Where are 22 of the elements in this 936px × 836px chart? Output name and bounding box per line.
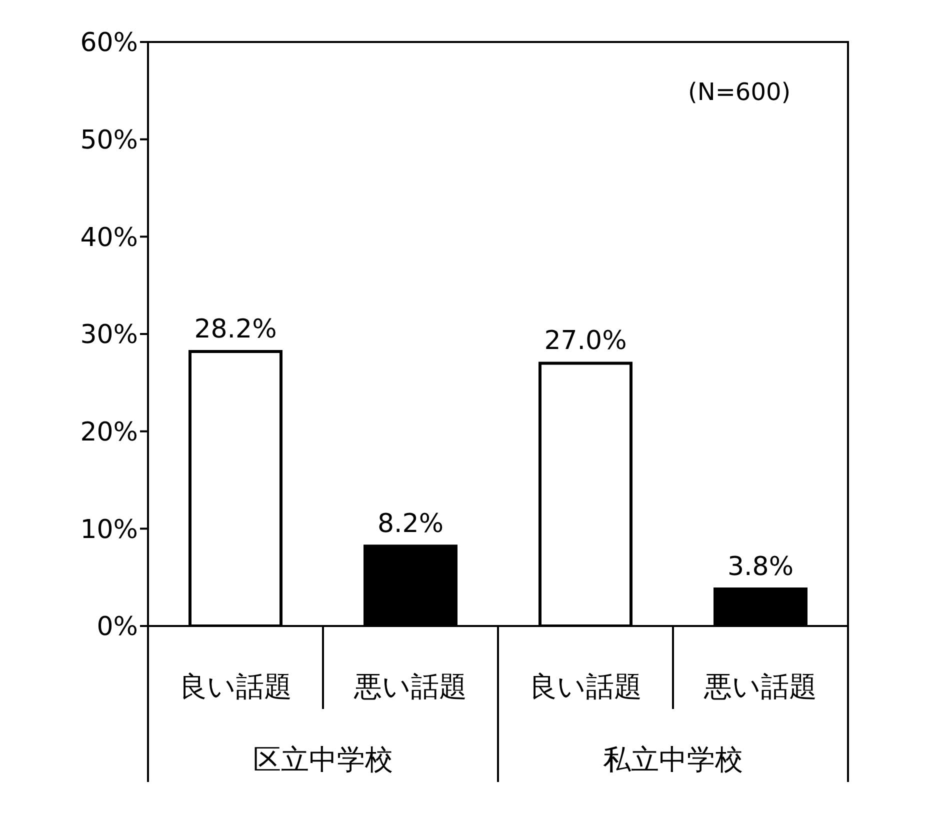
text: 区立中学校	[253, 743, 393, 776]
y-tick-label: 0%	[96, 612, 138, 642]
y-tick-label: 60%	[80, 28, 138, 58]
y-tick-label: 10%	[80, 514, 138, 545]
y-tick-label: 40%	[80, 222, 138, 253]
bar	[538, 362, 632, 626]
data-label: 28.2%	[194, 314, 277, 345]
y-tick-label: 50%	[80, 126, 138, 156]
x-tick-label: 良い話題	[179, 670, 292, 703]
bar	[188, 350, 282, 626]
data-label: 8.2%	[377, 509, 444, 540]
x-tick-label: 悪い話題	[703, 670, 817, 703]
annotation: (N=600)	[688, 78, 791, 106]
bar	[714, 588, 808, 626]
x-tick-label: 良い話題	[529, 670, 642, 703]
y-tick-label: 30%	[80, 320, 138, 350]
y-tick-label: 20%	[80, 418, 138, 448]
x-tick-label: 悪い話題	[353, 670, 467, 703]
bar	[364, 544, 458, 626]
data-label: 27.0%	[544, 326, 627, 356]
data-label: 3.8%	[727, 552, 794, 582]
text: 私立中学校	[603, 743, 743, 776]
